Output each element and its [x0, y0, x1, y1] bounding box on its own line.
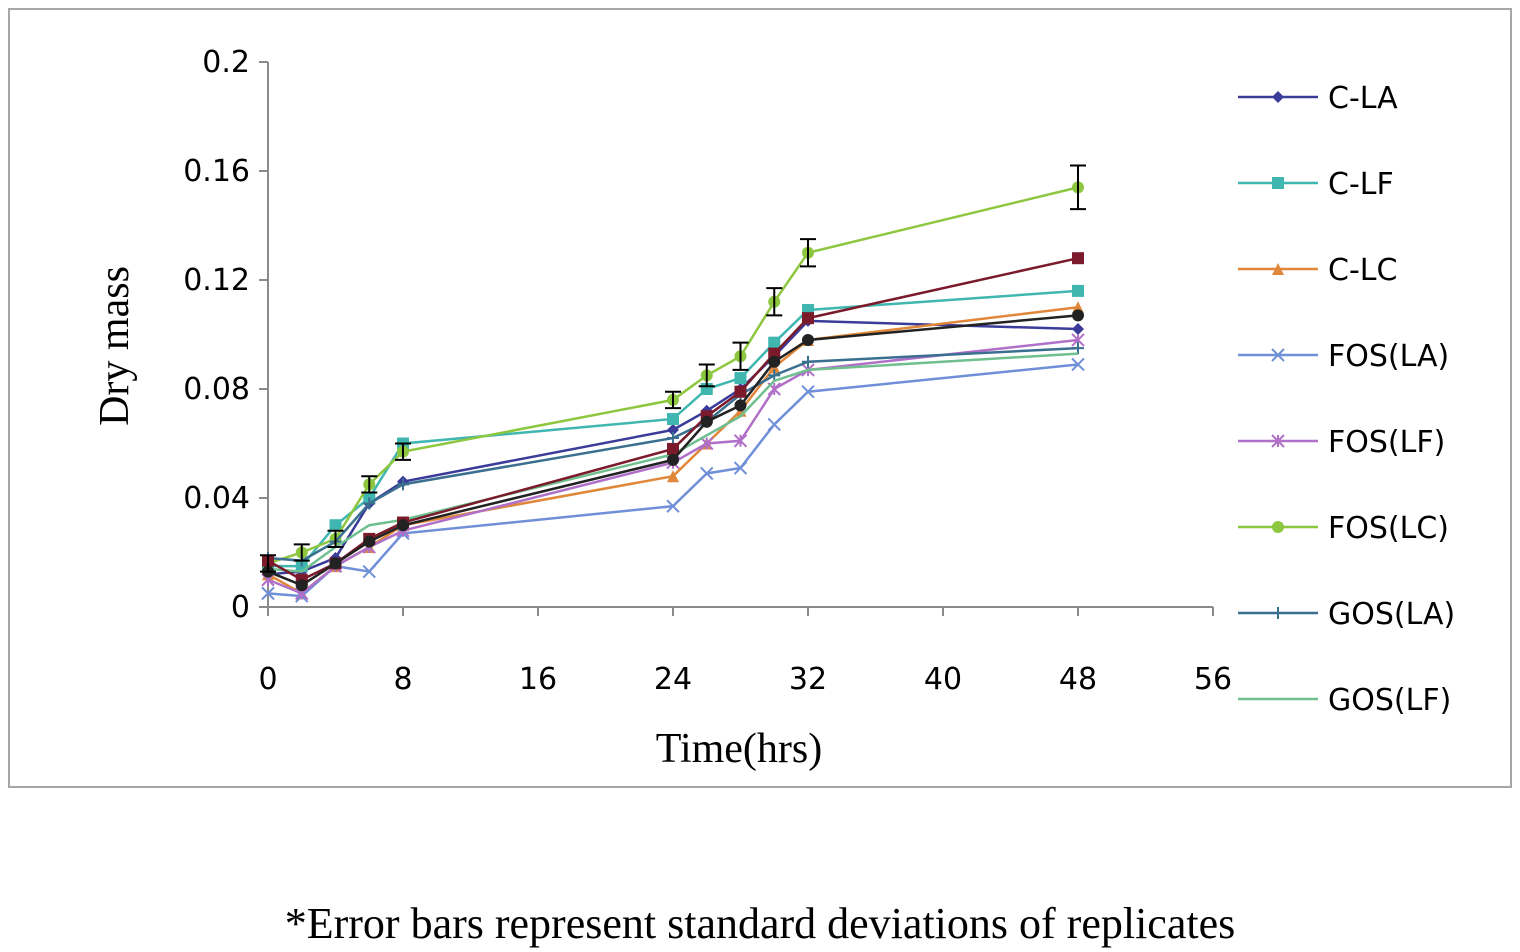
legend-item: C-LF: [1238, 167, 1394, 202]
legend-item: FOS(LC): [1238, 511, 1449, 546]
y-tick-label: 0: [231, 590, 250, 625]
y-tick-label: 0.04: [183, 481, 250, 516]
x-axis-title: Time(hrs): [656, 726, 822, 772]
footnote: *Error bars represent standard deviation…: [284, 899, 1236, 948]
chart-frame: 0 0.04 0.08 0.12 0.16 0.2 0 8 16 24 32 40 48 56 C-LA C…: [8, 8, 1512, 788]
legend-swatch-marker: [1272, 607, 1284, 619]
error-bar: [293, 543, 310, 562]
x-tick-label: 0: [258, 662, 277, 697]
error-bar: [800, 238, 816, 268]
data-point: [1072, 342, 1084, 355]
y-axis-title: Dry mass: [92, 266, 138, 426]
legend-label: FOS(LF): [1328, 425, 1445, 460]
x-tick-label: 48: [1059, 662, 1097, 697]
legend-item: C-LC: [1238, 253, 1397, 288]
legend-label: FOS(LC): [1328, 511, 1449, 546]
data-point: [667, 470, 679, 483]
data-point: [700, 415, 713, 428]
x-tick-label: 8: [393, 662, 412, 697]
data-point: [733, 434, 748, 448]
data-point: [667, 412, 679, 425]
legend-label: C-LA: [1328, 81, 1398, 116]
legend-item: FOS(LA): [1238, 339, 1449, 374]
legend-label: C-LC: [1328, 253, 1397, 288]
data-point: [667, 442, 679, 455]
error-bar: [732, 341, 749, 371]
error-bars: [260, 164, 1086, 573]
data-point: [734, 372, 747, 385]
data-point: [734, 385, 747, 398]
x-tick-label: 32: [789, 662, 827, 697]
data-point: [329, 519, 342, 532]
data-point: [261, 586, 275, 601]
data-point: [295, 579, 308, 592]
legend-item: GOS(LF): [1238, 683, 1451, 718]
legend-item: FOS(LF): [1238, 425, 1445, 460]
data-point: [666, 499, 680, 513]
line-chart: 00.040.080.120.160.20 8 16 24 32 40 48 56 C-LAC…: [92, 45, 1455, 772]
y-tick-label: 0.12: [183, 263, 250, 298]
data-point: [802, 312, 814, 325]
data-point: [801, 385, 815, 399]
x-tick-label: 56: [1194, 662, 1232, 697]
series-unlabeled-9: [262, 309, 1084, 592]
error-bar: [1070, 164, 1086, 211]
data-point: [768, 369, 781, 382]
data-point: [667, 423, 679, 436]
data-point: [802, 355, 814, 368]
legend-item: GOS(LA): [1238, 597, 1455, 632]
legend-label: GOS(LF): [1328, 683, 1451, 718]
error-bar: [395, 442, 411, 461]
data-point: [362, 564, 376, 579]
data-point: [329, 557, 342, 570]
legend-swatch-marker: [1272, 177, 1284, 189]
data-point: [363, 535, 376, 548]
data-point: [667, 432, 679, 445]
data-point: [1071, 357, 1085, 372]
legend-item: C-LA: [1238, 81, 1398, 116]
legend-label: C-LF: [1328, 167, 1394, 202]
legend-swatch-marker: [1272, 91, 1284, 103]
data-point: [768, 336, 781, 349]
y-tick-label: 0.08: [183, 372, 250, 407]
data-point: [734, 399, 747, 412]
legend-label: FOS(LA): [1328, 339, 1449, 374]
data-point: [767, 417, 781, 432]
error-bar: [766, 287, 783, 317]
legend-swatch-marker: [1272, 263, 1284, 275]
data-point: [1072, 252, 1084, 265]
data-point: [802, 333, 814, 346]
data-point: [1072, 323, 1084, 336]
error-bar: [698, 363, 715, 388]
legend-swatch-marker: [1272, 521, 1284, 533]
data-point: [397, 478, 409, 491]
legend-swatch-marker: [1271, 434, 1285, 448]
error-bar: [260, 554, 276, 573]
axes: 0 0.04 0.08 0.12 0.16 0.2 0 8 16 24 32 40 48 56: [183, 45, 1232, 697]
x-tick-label: 40: [924, 662, 962, 697]
legend-label: GOS(LA): [1328, 597, 1455, 632]
error-bar: [665, 390, 681, 410]
data-point: [667, 453, 679, 466]
x-tick-label: 16: [519, 662, 557, 697]
legend-swatch-marker: [1271, 348, 1285, 362]
data-point: [397, 519, 409, 532]
data-point: [1072, 284, 1084, 297]
error-bar: [361, 475, 378, 494]
data-point: [363, 497, 376, 510]
data-point: [768, 355, 781, 368]
y-tick-label: 0.2: [202, 45, 250, 80]
data-point: [1072, 309, 1084, 322]
data-point: [733, 461, 748, 475]
error-bar: [327, 529, 344, 549]
x-tick-label: 24: [654, 662, 692, 697]
data-point: [700, 436, 714, 451]
y-tick-label: 0.16: [183, 154, 250, 189]
series-fos-lf: [261, 333, 1085, 601]
legend: C-LA C-LF C-LC FOS(LA) FOS(LF) FOS(LC) GOS(LA)…: [1238, 81, 1455, 718]
data-point: [700, 466, 714, 481]
